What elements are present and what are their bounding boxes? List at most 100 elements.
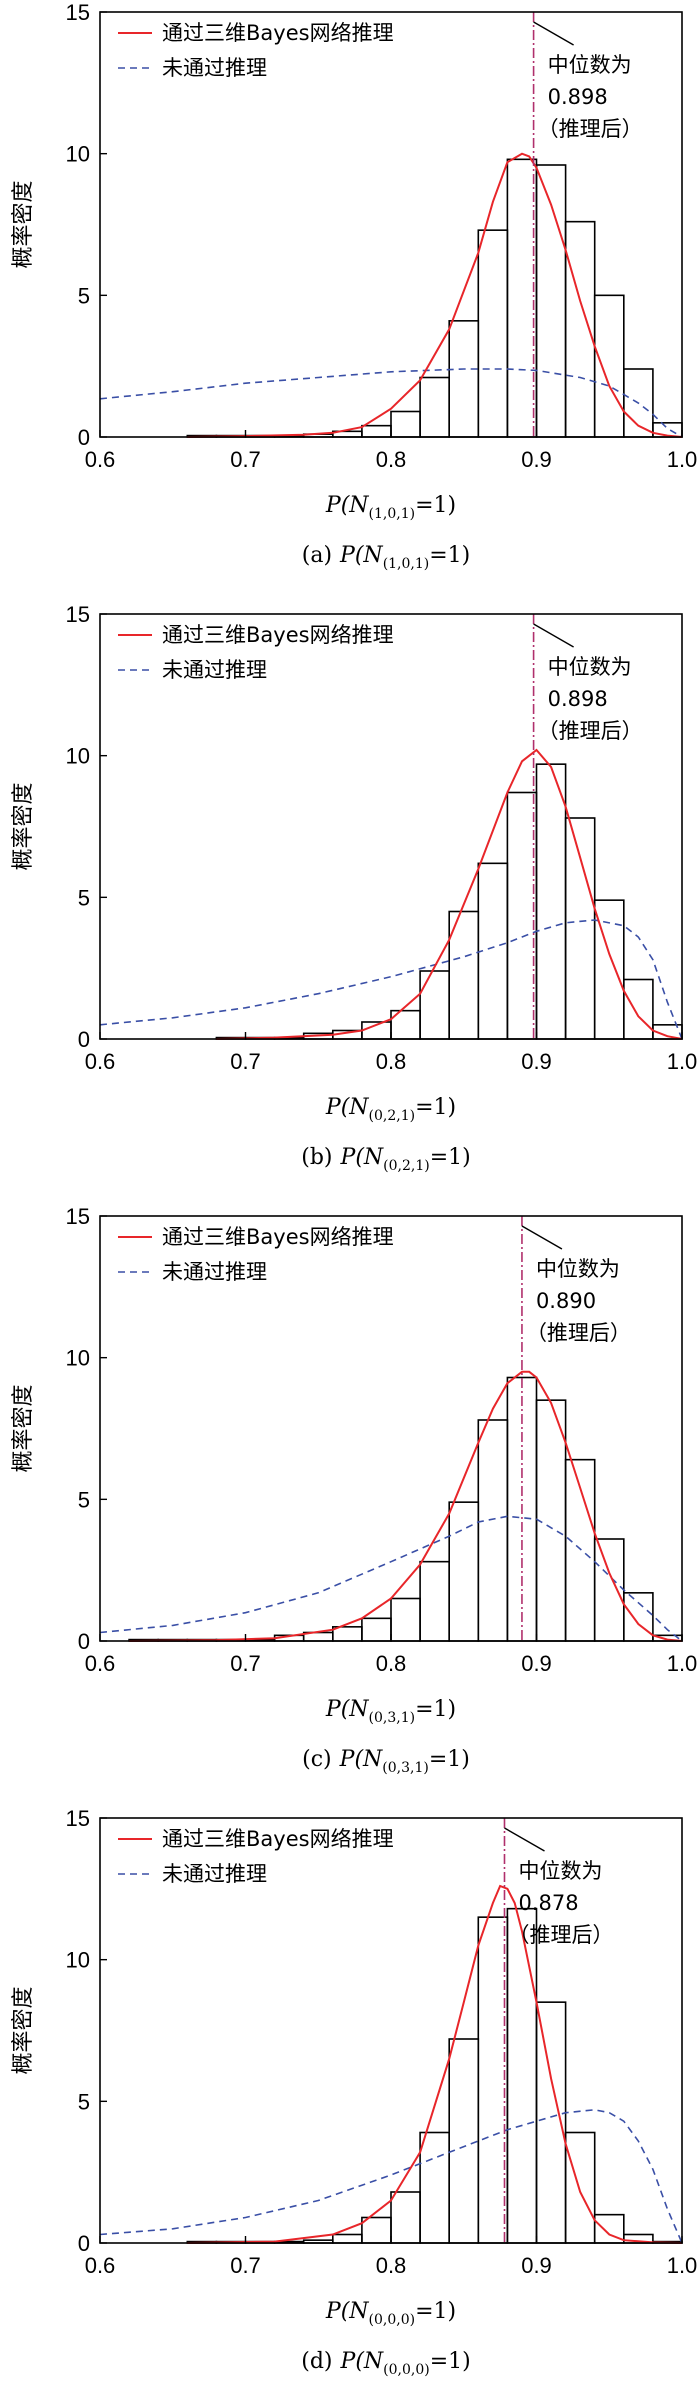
median-pointer (533, 21, 574, 46)
x-tick-label: 0.6 (85, 2253, 116, 2278)
x-tick-label: 0.6 (85, 447, 116, 472)
y-tick-label: 15 (66, 1204, 90, 1229)
histogram-bar (506, 158, 538, 438)
median-annotation-note: （推理后） (538, 117, 643, 141)
y-tick-label: 5 (78, 2089, 90, 2114)
panel-caption-label: (a) (302, 543, 332, 568)
panel-caption-suffix: =1) (430, 2349, 471, 2374)
x-axis-label-sub: (0,0,0) (369, 2312, 416, 2328)
panel-caption: (a) P(N(1,0,1)=1) (302, 543, 471, 572)
x-tick-label: 1.0 (667, 1651, 698, 1676)
legend-prior-label: 未通过推理 (162, 1260, 267, 1284)
x-axis-label-prefix: P(N (325, 493, 369, 518)
x-tick-label: 0.9 (521, 2253, 552, 2278)
median-pointer (504, 1827, 545, 1852)
y-tick-label: 15 (66, 1806, 90, 1831)
panel-caption-suffix: =1) (429, 1747, 470, 1772)
histogram-bar (390, 410, 421, 438)
x-axis-label-prefix: P(N (325, 1095, 369, 1120)
median-annotation-label: 中位数为 (518, 1859, 602, 1883)
histogram-bar (477, 1916, 509, 2244)
median-annotation-note: （推理后） (508, 1923, 613, 1947)
x-tick-label: 0.8 (376, 2253, 407, 2278)
panel-b: 0.6 0.7 0.8 0.9 1.0 0 5 10 15 概率密度 通过三维Bayes网络推理未通… (11, 602, 698, 1174)
histogram-bar (477, 229, 509, 438)
histogram-bar (419, 376, 451, 438)
panel-caption-prefix: P(N (340, 1145, 384, 1170)
x-axis-label-suffix: =1) (415, 493, 456, 518)
panel-caption-sub: (0,3,1) (382, 1760, 429, 1776)
panel-caption-label: (c) (302, 1747, 332, 1772)
y-axis-label: 概率密度 (11, 180, 36, 268)
legend-posterior-label: 通过三维Bayes网络推理 (162, 623, 394, 647)
histogram-bar (535, 1399, 567, 1642)
y-tick-label: 0 (78, 2231, 90, 2256)
panel-caption: (b) P(N(0,2,1)=1) (301, 1145, 470, 1174)
histogram-bar (361, 2216, 392, 2244)
median-annotation-label: 中位数为 (548, 53, 632, 77)
median-annotation-label: 中位数为 (548, 655, 632, 679)
histogram-bar (593, 1538, 625, 1642)
x-axis-label: P(N(1,0,1)=1) (325, 493, 456, 522)
y-tick-label: 15 (66, 0, 90, 25)
x-tick-label: 0.9 (521, 1049, 552, 1074)
x-tick-label: 0.8 (376, 1049, 407, 1074)
legend-posterior-label: 通过三维Bayes网络推理 (162, 1225, 394, 1249)
panel-a: 0.6 0.7 0.8 0.9 1.0 0 5 10 15 概率密度 通过三维Bayes网络推理未通… (11, 0, 697, 572)
prior-curve (99, 2108, 683, 2244)
panel-d: 0.6 0.7 0.8 0.9 1.0 0 5 10 15 概率密度 通过三维Bayes网络推理未通… (11, 1806, 698, 2378)
y-tick-label: 5 (78, 1487, 90, 1512)
legend-prior-label: 未通过推理 (162, 1862, 267, 1886)
median-annotation-value: 0.890 (536, 1289, 596, 1313)
y-tick-label: 5 (78, 283, 90, 308)
histogram-bar (506, 791, 538, 1040)
histogram-bar (331, 2233, 363, 2244)
posterior-curve (187, 1884, 683, 2244)
median-pointer (533, 623, 574, 648)
x-tick-label: 0.7 (230, 2253, 261, 2278)
y-axis-label: 概率密度 (11, 782, 36, 870)
x-axis-label-suffix: =1) (415, 2299, 456, 2324)
histogram-bar (564, 2131, 596, 2244)
x-tick-label: 0.7 (230, 447, 261, 472)
x-tick-label: 0.7 (230, 1049, 261, 1074)
x-axis-label-sub: (1,0,1) (369, 506, 416, 522)
posterior-curve (187, 152, 683, 438)
x-tick-label: 0.8 (376, 1651, 407, 1676)
histogram-bar (564, 220, 596, 438)
histogram-bar (448, 2038, 480, 2244)
histogram-bar (477, 1419, 509, 1642)
panel-caption: (d) P(N(0,0,0)=1) (301, 2349, 470, 2378)
x-tick-label: 1.0 (667, 1049, 698, 1074)
median-pointer (521, 1225, 563, 1250)
prior-curve (99, 919, 683, 1040)
x-axis-label-prefix: P(N (325, 2299, 369, 2324)
panel-caption-prefix: P(N (339, 543, 383, 568)
x-tick-label: 1.0 (667, 2253, 698, 2278)
histogram-bar (535, 763, 567, 1040)
y-tick-label: 0 (78, 425, 90, 450)
y-tick-label: 10 (66, 744, 90, 769)
panel-caption-label: (d) (301, 2349, 332, 2374)
y-tick-label: 10 (66, 142, 90, 167)
panel-caption-sub: (1,0,1) (383, 556, 430, 572)
x-tick-label: 0.6 (85, 1651, 116, 1676)
median-annotation-note: （推理后） (538, 719, 643, 743)
x-axis-label-suffix: =1) (415, 1095, 456, 1120)
x-tick-label: 0.9 (521, 447, 552, 472)
legend-posterior-label: 通过三维Bayes网络推理 (162, 1827, 394, 1851)
posterior-curve (216, 748, 683, 1040)
x-tick-label: 0.9 (521, 1651, 552, 1676)
panel-caption: (c) P(N(0,3,1)=1) (302, 1747, 470, 1776)
x-axis-label-sub: (0,2,1) (369, 1108, 416, 1124)
panel-caption-prefix: P(N (340, 2349, 384, 2374)
median-annotation-value: 0.878 (518, 1891, 578, 1915)
histogram-bar (448, 1501, 480, 1642)
y-axis-label: 概率密度 (11, 1986, 36, 2074)
histogram-bar (361, 424, 392, 438)
x-tick-label: 0.6 (85, 1049, 116, 1074)
